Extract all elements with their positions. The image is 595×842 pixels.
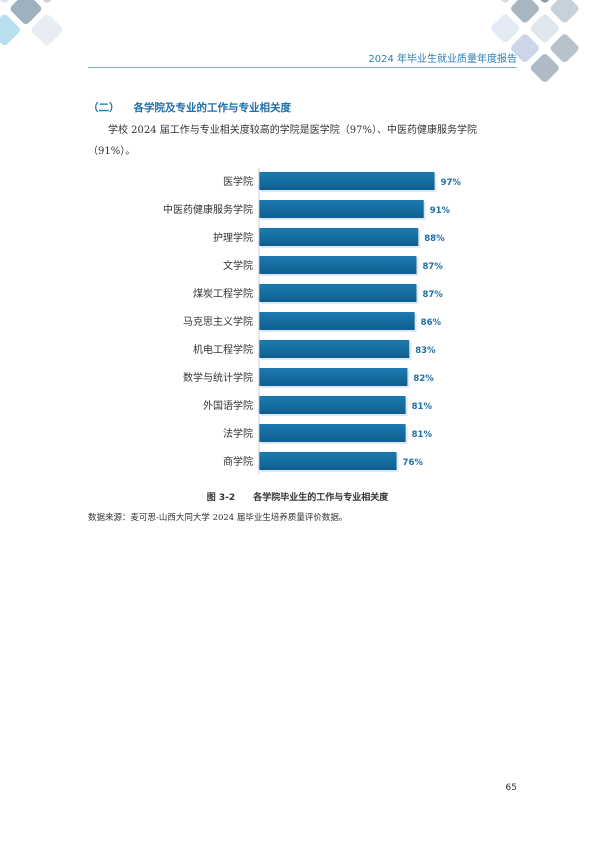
bar bbox=[259, 340, 410, 358]
data-label: 91% bbox=[430, 206, 451, 216]
data-label: 86% bbox=[421, 318, 442, 328]
section-title: 各学院及专业的工作与专业相关度 bbox=[133, 102, 292, 114]
header-decoration-right bbox=[491, 0, 579, 82]
figure-title: 各学院毕业生的工作与专业相关度 bbox=[253, 493, 389, 503]
section-heading: （二） 各学院及专业的工作与专业相关度 bbox=[88, 100, 291, 115]
category-label: 护理学院 bbox=[213, 231, 253, 244]
bar bbox=[259, 452, 397, 470]
header-decoration-left bbox=[0, 0, 63, 46]
category-label: 煤炭工程学院 bbox=[193, 287, 253, 300]
bar bbox=[259, 200, 424, 218]
category-label: 外国语学院 bbox=[203, 399, 253, 412]
category-label: 法学院 bbox=[223, 427, 253, 440]
category-label: 医学院 bbox=[223, 175, 253, 188]
category-label: 文学院 bbox=[223, 259, 253, 272]
figure-caption: 图 3-2 各学院毕业生的工作与专业相关度 bbox=[0, 490, 595, 503]
category-label: 数学与统计学院 bbox=[183, 371, 253, 384]
header-title: 2024 年毕业生就业质量年度报告 bbox=[368, 54, 517, 65]
figure-number: 图 3-2 bbox=[206, 493, 236, 503]
data-source-note: 数据来源：麦可思-山西大同大学 2024 届毕业生培养质量评价数据。 bbox=[88, 513, 348, 523]
bar bbox=[259, 172, 435, 190]
body-paragraph: 学校 2024 届工作与专业相关度较高的学院是医学院（97%）、中医药健康服务学… bbox=[88, 125, 478, 157]
bar bbox=[259, 424, 406, 442]
data-label: 87% bbox=[422, 262, 443, 272]
category-label: 机电工程学院 bbox=[193, 343, 253, 356]
header-divider bbox=[88, 67, 517, 68]
data-label: 76% bbox=[403, 458, 424, 468]
section-number: （二） bbox=[88, 102, 120, 114]
bar bbox=[259, 228, 419, 246]
bar-chart: 医学院 97% 中医药健康服务学院 91% 护理学院 88% 文学院 87% 煤炭工程学院 87%… bbox=[163, 168, 462, 474]
page-number: 65 bbox=[505, 783, 517, 793]
data-label: 87% bbox=[422, 290, 443, 300]
category-label: 马克思主义学院 bbox=[183, 315, 253, 328]
category-label: 中医药健康服务学院 bbox=[163, 203, 253, 216]
bar bbox=[259, 312, 415, 330]
bar bbox=[259, 368, 408, 386]
category-label: 商学院 bbox=[223, 455, 253, 468]
data-label: 81% bbox=[412, 430, 433, 440]
bar bbox=[259, 396, 406, 414]
data-label: 88% bbox=[424, 234, 445, 244]
data-label: 82% bbox=[413, 374, 434, 384]
data-label: 97% bbox=[441, 178, 462, 188]
bar bbox=[259, 284, 417, 302]
data-label: 83% bbox=[415, 346, 436, 356]
bar bbox=[259, 256, 417, 274]
data-label: 81% bbox=[412, 402, 433, 412]
